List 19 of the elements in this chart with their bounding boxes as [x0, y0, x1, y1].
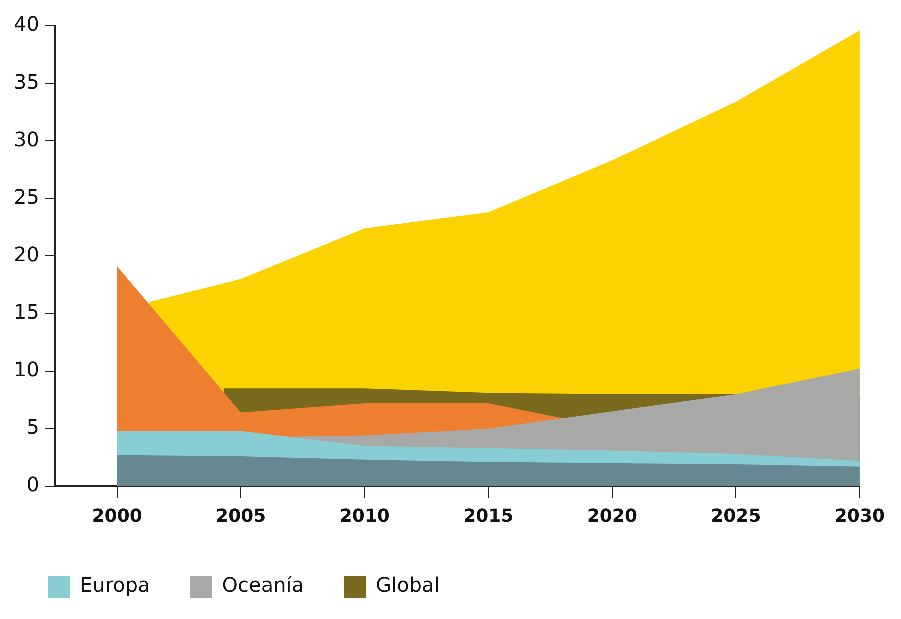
- y-tick-label: 5: [26, 415, 40, 440]
- legend-label: Oceanía: [222, 573, 304, 598]
- y-tick-label: 25: [14, 184, 40, 209]
- x-tick-label: 2000: [92, 506, 142, 527]
- legend-label: Global: [376, 573, 440, 598]
- x-tick-label: 2005: [216, 506, 266, 527]
- x-tick-label: 2015: [464, 506, 514, 527]
- x-tick-label: 2025: [711, 506, 762, 527]
- y-tick-label: 35: [14, 70, 40, 94]
- legend-label: Europa: [80, 573, 150, 598]
- x-tick-label: 2030: [834, 506, 886, 527]
- x-tick-label: 2010: [340, 506, 390, 527]
- y-tick-label: 0: [26, 472, 40, 497]
- y-tick-label: 20: [14, 242, 40, 266]
- y-tick-label: 40: [14, 12, 40, 36]
- y-tick-label: 10: [14, 358, 40, 382]
- x-tick-label: 2020: [587, 506, 638, 527]
- y-tick-label: 15: [14, 300, 40, 324]
- y-tick-label: 30: [14, 127, 40, 152]
